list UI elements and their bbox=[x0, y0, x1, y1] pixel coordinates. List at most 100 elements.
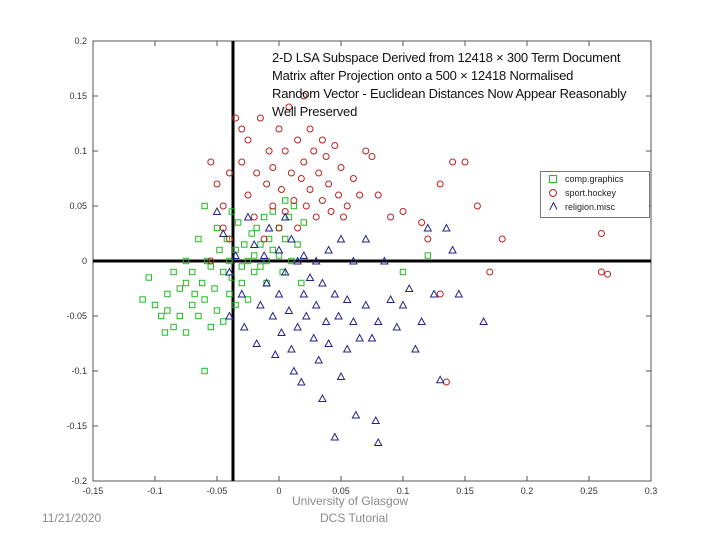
data-point-circle bbox=[597, 268, 605, 276]
data-point-circle bbox=[315, 169, 323, 177]
data-point-square bbox=[195, 235, 202, 243]
data-point-triangle bbox=[454, 289, 464, 298]
legend-entry-sport-hockey: sport.hockey bbox=[541, 186, 649, 200]
data-point-triangle bbox=[252, 338, 262, 347]
data-point-square bbox=[198, 279, 206, 287]
data-point-square bbox=[248, 230, 255, 237]
data-point-circle bbox=[597, 230, 605, 237]
data-point-circle bbox=[368, 153, 376, 160]
origin-lines bbox=[93, 41, 651, 481]
data-point-circle bbox=[275, 224, 283, 232]
data-point-triangle bbox=[301, 311, 311, 320]
data-point-circle bbox=[250, 213, 258, 221]
data-point-circle bbox=[287, 169, 295, 177]
footer-caption: DCS Tutorial bbox=[320, 511, 389, 525]
legend-label: sport.hockey bbox=[565, 188, 617, 198]
data-point-triangle bbox=[239, 322, 249, 331]
data-point-triangle bbox=[212, 206, 222, 215]
data-point-square bbox=[238, 279, 246, 287]
data-point-circle bbox=[362, 147, 370, 155]
data-point-circle bbox=[207, 158, 215, 166]
data-point-square bbox=[226, 290, 233, 298]
data-point-circle bbox=[232, 114, 240, 122]
data-point-square bbox=[195, 312, 202, 320]
data-point-circle bbox=[473, 202, 481, 210]
data-point-circle bbox=[331, 142, 339, 149]
data-point-triangle bbox=[277, 327, 286, 336]
data-point-circle bbox=[327, 208, 335, 215]
data-point-triangle bbox=[318, 393, 327, 402]
data-point-circle bbox=[225, 169, 233, 177]
data-point-triangle bbox=[243, 212, 253, 221]
x-tick-label: 0.2 bbox=[521, 486, 534, 496]
data-point-circle bbox=[399, 208, 407, 215]
data-point-triangle bbox=[411, 344, 420, 353]
data-point-square bbox=[176, 312, 184, 320]
x-tick-label: 0.05 bbox=[332, 486, 350, 496]
data-point-triangle bbox=[256, 300, 265, 309]
data-point-square bbox=[203, 257, 211, 265]
data-point-circle bbox=[312, 213, 320, 221]
data-point-triangle bbox=[349, 316, 358, 325]
data-point-triangle bbox=[309, 333, 319, 342]
square-marker-icon bbox=[549, 175, 557, 183]
data-point-circle bbox=[322, 153, 330, 160]
data-point-triangle bbox=[336, 371, 346, 380]
data-point-square bbox=[189, 301, 196, 309]
data-markers bbox=[139, 92, 612, 446]
y-tick-label: 0.05 bbox=[69, 201, 87, 211]
data-point-triangle bbox=[280, 212, 290, 221]
data-point-triangle bbox=[367, 333, 377, 342]
data-point-square bbox=[282, 235, 289, 243]
data-point-circle bbox=[449, 158, 457, 166]
data-point-square bbox=[176, 285, 184, 292]
title-line-4: Well Preserved bbox=[272, 104, 358, 119]
data-point-circle bbox=[302, 202, 310, 210]
data-point-circle bbox=[290, 197, 298, 204]
data-point-circle bbox=[265, 147, 273, 155]
data-point-square bbox=[170, 323, 177, 331]
data-point-square bbox=[164, 307, 171, 314]
data-point-triangle bbox=[361, 234, 371, 243]
x-tick-label: 0.25 bbox=[580, 486, 598, 496]
data-point-circle bbox=[374, 191, 382, 199]
data-point-square bbox=[189, 268, 196, 276]
data-point-square bbox=[161, 329, 169, 336]
data-point-triangle bbox=[231, 250, 240, 259]
title-line-1: 2-D LSA Subspace Derived from 12418 × 30… bbox=[272, 50, 621, 65]
data-point-circle bbox=[486, 268, 494, 276]
data-point-triangle bbox=[299, 289, 309, 298]
data-point-circle bbox=[213, 180, 221, 188]
data-point-triangle bbox=[392, 322, 402, 331]
data-point-circle bbox=[238, 125, 246, 133]
y-tick-label: -0.05 bbox=[66, 311, 87, 321]
data-point-square bbox=[251, 252, 258, 259]
legend-entry-comp-graphics: comp.graphics bbox=[541, 172, 649, 186]
y-tick-label: 0.15 bbox=[69, 91, 87, 101]
data-point-triangle bbox=[262, 278, 271, 287]
data-point-circle bbox=[418, 219, 426, 226]
data-point-triangle bbox=[330, 432, 340, 441]
data-point-square bbox=[220, 268, 227, 276]
data-point-triangle bbox=[448, 245, 457, 254]
data-point-triangle bbox=[349, 256, 358, 265]
title-line-3: Random Vector - Euclidean Distances Now … bbox=[272, 86, 627, 101]
data-point-square bbox=[201, 296, 208, 303]
data-point-circle bbox=[238, 158, 246, 166]
data-point-square bbox=[220, 318, 227, 325]
data-point-triangle bbox=[380, 256, 389, 265]
data-point-circle bbox=[300, 158, 308, 166]
data-point-triangle bbox=[417, 316, 426, 325]
data-point-triangle bbox=[355, 333, 364, 342]
data-point-triangle bbox=[280, 267, 290, 276]
data-point-square bbox=[257, 263, 264, 270]
data-point-triangle bbox=[274, 245, 284, 254]
data-point-triangle bbox=[264, 223, 274, 232]
data-point-square bbox=[151, 301, 159, 309]
data-point-triangle bbox=[334, 311, 343, 320]
data-point-square bbox=[228, 208, 236, 215]
data-point-triangle bbox=[225, 311, 234, 320]
data-point-circle bbox=[225, 235, 233, 243]
data-point-triangle bbox=[371, 415, 381, 424]
